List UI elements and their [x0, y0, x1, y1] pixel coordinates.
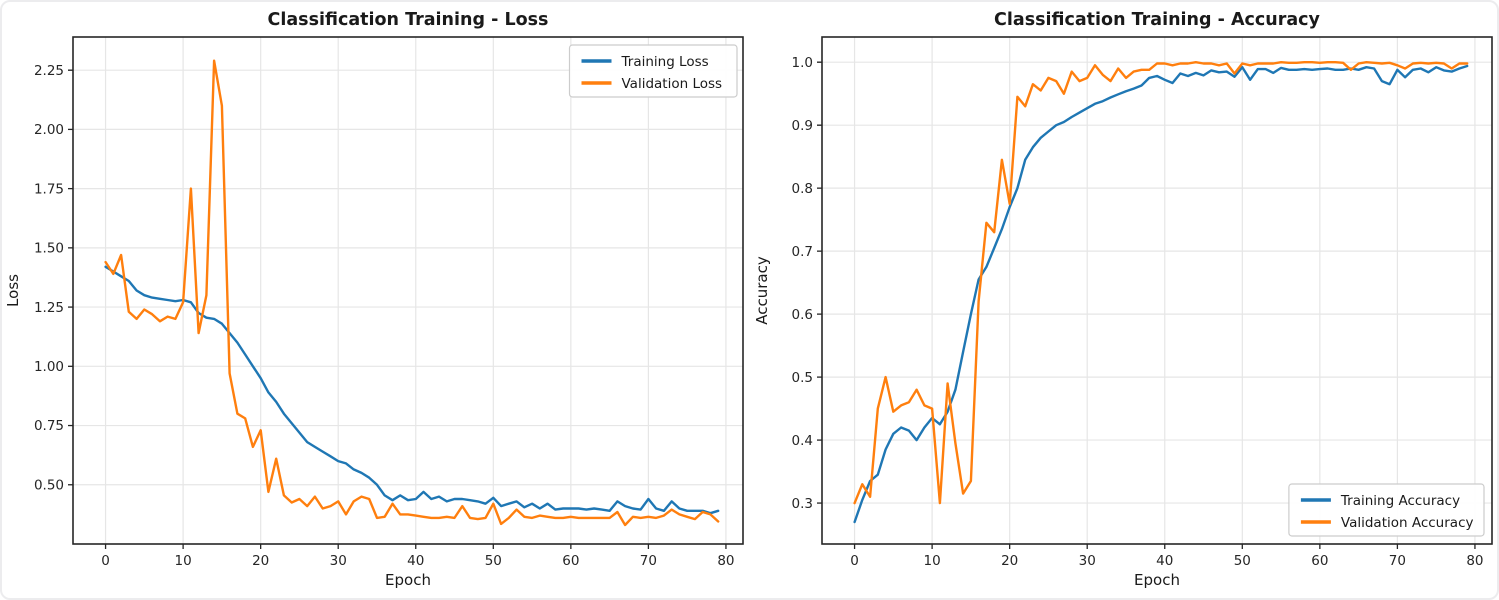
x-tick-label: 20 — [252, 553, 269, 569]
axes-border — [72, 36, 744, 545]
x-tick-label: 80 — [717, 553, 734, 569]
y-tick-label: 1.75 — [34, 181, 64, 197]
y-tick-label: 1.0 — [792, 55, 813, 71]
x-tick-label: 50 — [1234, 553, 1251, 569]
y-tick-label: 0.50 — [34, 477, 64, 493]
x-tick-label: 40 — [1156, 553, 1173, 569]
x-axis-label: Epoch — [385, 571, 431, 589]
y-tick-label: 1.25 — [34, 300, 64, 316]
validation-loss-line — [104, 59, 720, 527]
x-tick-label: 50 — [485, 553, 502, 569]
x-tick-label: 30 — [330, 553, 347, 569]
x-tick-label: 20 — [1001, 553, 1018, 569]
legend-label: Validation Loss — [622, 76, 723, 92]
legend-label: Training Accuracy — [1340, 493, 1460, 509]
loss-chart: 0 10 20 30 40 50 60 70 80 0.50 0.75 1.00 1.25 1.50 1.7… — [2, 2, 751, 598]
axes-border — [821, 36, 1493, 545]
x-tick-label: 30 — [1079, 553, 1096, 569]
accuracy-chart: 0 10 20 30 40 50 60 70 80 0.3 0.4 0.5 0.6 0.7 0.8 0.9 1.… — [751, 2, 1497, 598]
y-tick-label: 0.4 — [792, 433, 813, 449]
legend: Training Accuracy Validation Accuracy — [1288, 483, 1485, 537]
chart-title: Classification Training - Loss — [268, 10, 549, 30]
x-tick-label: 80 — [1466, 553, 1483, 569]
y-tick-label: 1.00 — [34, 359, 64, 375]
x-tick-label: 0 — [850, 553, 859, 569]
training-loss-line — [104, 265, 720, 515]
x-tick-label: 60 — [1311, 553, 1328, 569]
x-tick-label: 10 — [175, 553, 192, 569]
y-tick-label: 0.7 — [792, 244, 813, 260]
x-tick-label: 10 — [924, 553, 941, 569]
y-tick-label: 2.25 — [34, 63, 64, 79]
accuracy-plot-svg: 0 10 20 30 40 50 60 70 80 0.3 0.4 0.5 0.6 0.7 0.8 0.9 1.… — [753, 10, 1493, 589]
validation-accuracy-line — [853, 61, 1469, 505]
legend: Training Loss Validation Loss — [568, 44, 738, 98]
training-accuracy-line — [853, 64, 1469, 524]
y-tick-label: 0.9 — [792, 118, 813, 134]
chart-title: Classification Training - Accuracy — [994, 10, 1320, 30]
y-tick-label: 0.5 — [792, 370, 813, 386]
plot-area — [822, 37, 1492, 544]
x-axis-label: Epoch — [1134, 571, 1180, 589]
y-tick-label: 0.6 — [792, 307, 813, 323]
y-axis-label: Accuracy — [753, 256, 771, 325]
x-tick-label: 0 — [101, 553, 110, 569]
plot-area — [73, 37, 743, 544]
y-axis-label: Loss — [4, 274, 22, 307]
x-tick-label: 70 — [640, 553, 657, 569]
legend-label: Validation Accuracy — [1341, 515, 1474, 531]
y-tick-label: 0.3 — [792, 496, 813, 512]
legend-box — [1288, 483, 1485, 537]
x-tick-label: 40 — [407, 553, 424, 569]
y-tick-label: 1.50 — [34, 241, 64, 257]
y-tick-label: 0.75 — [34, 418, 64, 434]
y-tick-label: 2.00 — [34, 122, 64, 138]
y-tick-label: 0.8 — [792, 181, 813, 197]
loss-plot-svg: 0 10 20 30 40 50 60 70 80 0.50 0.75 1.00 1.25 1.50 1.7… — [4, 10, 744, 589]
x-tick-label: 70 — [1389, 553, 1406, 569]
legend-label: Training Loss — [621, 54, 709, 70]
x-tick-label: 60 — [562, 553, 579, 569]
